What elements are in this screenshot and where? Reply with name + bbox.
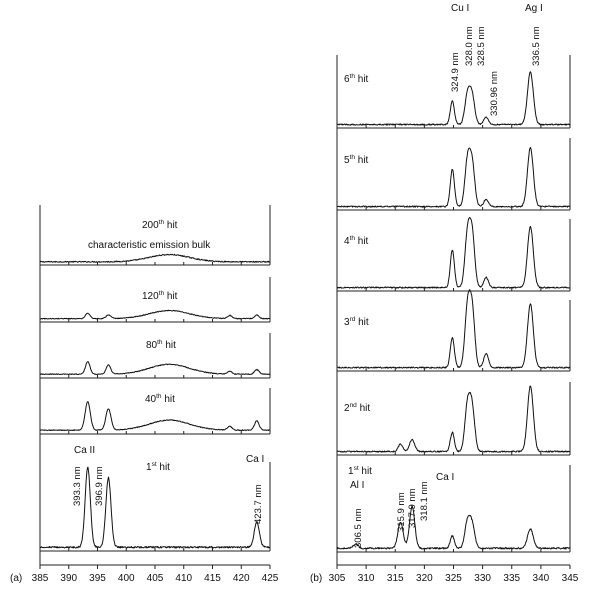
spectrum-trace-b-4th-hit: [336, 216, 571, 289]
spectrum-trace-a-1st-hit: [39, 466, 271, 549]
x-tick-label: 425: [262, 573, 279, 584]
panel-a-title-80th: 80th hit: [146, 339, 176, 351]
peak-label-318-1: 318.1 nm: [419, 481, 430, 521]
panel-b-al-i-label: Al I: [350, 480, 364, 491]
panel-a-title-40th: 40th hit: [145, 393, 175, 405]
peak-label-317-9: 317.9 nm: [407, 488, 418, 528]
x-tick-label: 395: [89, 573, 106, 584]
spectrum-trace-a-80th-hit: [39, 361, 271, 376]
panel-b-title-6th: 6th hit: [344, 73, 369, 85]
panel-b-title-4th: 4th hit: [344, 235, 369, 247]
peak-label-315-9: 315.9 nm: [396, 492, 407, 532]
x-tick-label: 415: [204, 573, 221, 584]
x-tick-label: 325: [445, 573, 462, 584]
panel-b-label: (b): [310, 573, 322, 584]
spectrum-trace-b-3rd-hit: [336, 289, 571, 369]
peak-label-328-5: 328.5 nm: [476, 26, 487, 66]
panel-a-ca-i-label: Ca I: [246, 454, 264, 465]
panel-b-title-3rd: 3rd hit: [344, 316, 369, 328]
panel-a-title-120th: 120th hit: [142, 290, 178, 302]
x-tick-label: 320: [416, 573, 433, 584]
x-tick-label: 405: [147, 573, 164, 584]
spectrum-trace-b-2nd-hit: [336, 385, 571, 453]
peak-label-393-3: 393.3 nm: [72, 466, 83, 506]
spectrum-trace-b-5th-hit: [336, 146, 571, 208]
x-tick-label: 410: [175, 573, 192, 584]
panel-b-ca-i-label: Ca I: [436, 472, 454, 483]
x-tick-label: 345: [562, 573, 579, 584]
peak-label-306-5: 306.5 nm: [353, 508, 364, 548]
panel-a-ca-ii-label: Ca II: [74, 445, 95, 456]
peak-label-330-96: 330.96 nm: [489, 71, 500, 116]
panel-a: 385 390 395 400 405 410 415 420 425 200th hit ch…: [10, 205, 279, 584]
x-tick-label: 420: [233, 573, 250, 584]
x-tick-label: 305: [329, 573, 346, 584]
panel-b-title-1st: 1st hit: [348, 465, 372, 477]
panel-b-cu-i-label: Cu I: [451, 3, 469, 14]
peak-label-396-9: 396.9 nm: [94, 466, 105, 506]
peak-label-423-7: 423.7 nm: [253, 484, 264, 524]
panel-a-title-200th: 200th hit: [142, 219, 178, 231]
spectrum-trace-a-120th-hit: [39, 309, 271, 320]
panel-b: 305 310 315 320 325 330 335 340 345 6th hit 5th …: [310, 3, 579, 584]
panel-a-title-1st: 1st hit: [146, 461, 170, 473]
x-tick-label: 330: [474, 573, 491, 584]
panel-b-title-2nd: 2nd hit: [344, 402, 370, 414]
panel-a-label: (a): [10, 573, 22, 584]
peak-label-336-5: 336.5 nm: [531, 26, 542, 66]
x-tick-label: 385: [32, 573, 49, 584]
panel-a-bulk-label: characteristic emission bulk: [88, 240, 211, 251]
x-tick-label: 310: [358, 573, 375, 584]
peak-label-324-9: 324.9 nm: [450, 52, 461, 92]
x-tick-label: 390: [60, 573, 77, 584]
x-tick-label: 400: [118, 573, 135, 584]
x-tick-label: 340: [533, 573, 550, 584]
panel-b-title-5th: 5th hit: [344, 154, 369, 166]
panel-b-ag-i-label: Ag I: [525, 3, 543, 14]
spectrum-trace-a-200th-hit: [39, 253, 271, 263]
spectrum-trace-b-1st-hit: [336, 505, 571, 550]
spectrum-trace-b-6th-hit: [336, 71, 571, 126]
peak-label-328-0: 328.0 nm: [464, 26, 475, 66]
spectrum-trace-a-40th-hit: [39, 401, 271, 432]
x-tick-label: 335: [503, 573, 520, 584]
x-tick-label: 315: [387, 573, 404, 584]
